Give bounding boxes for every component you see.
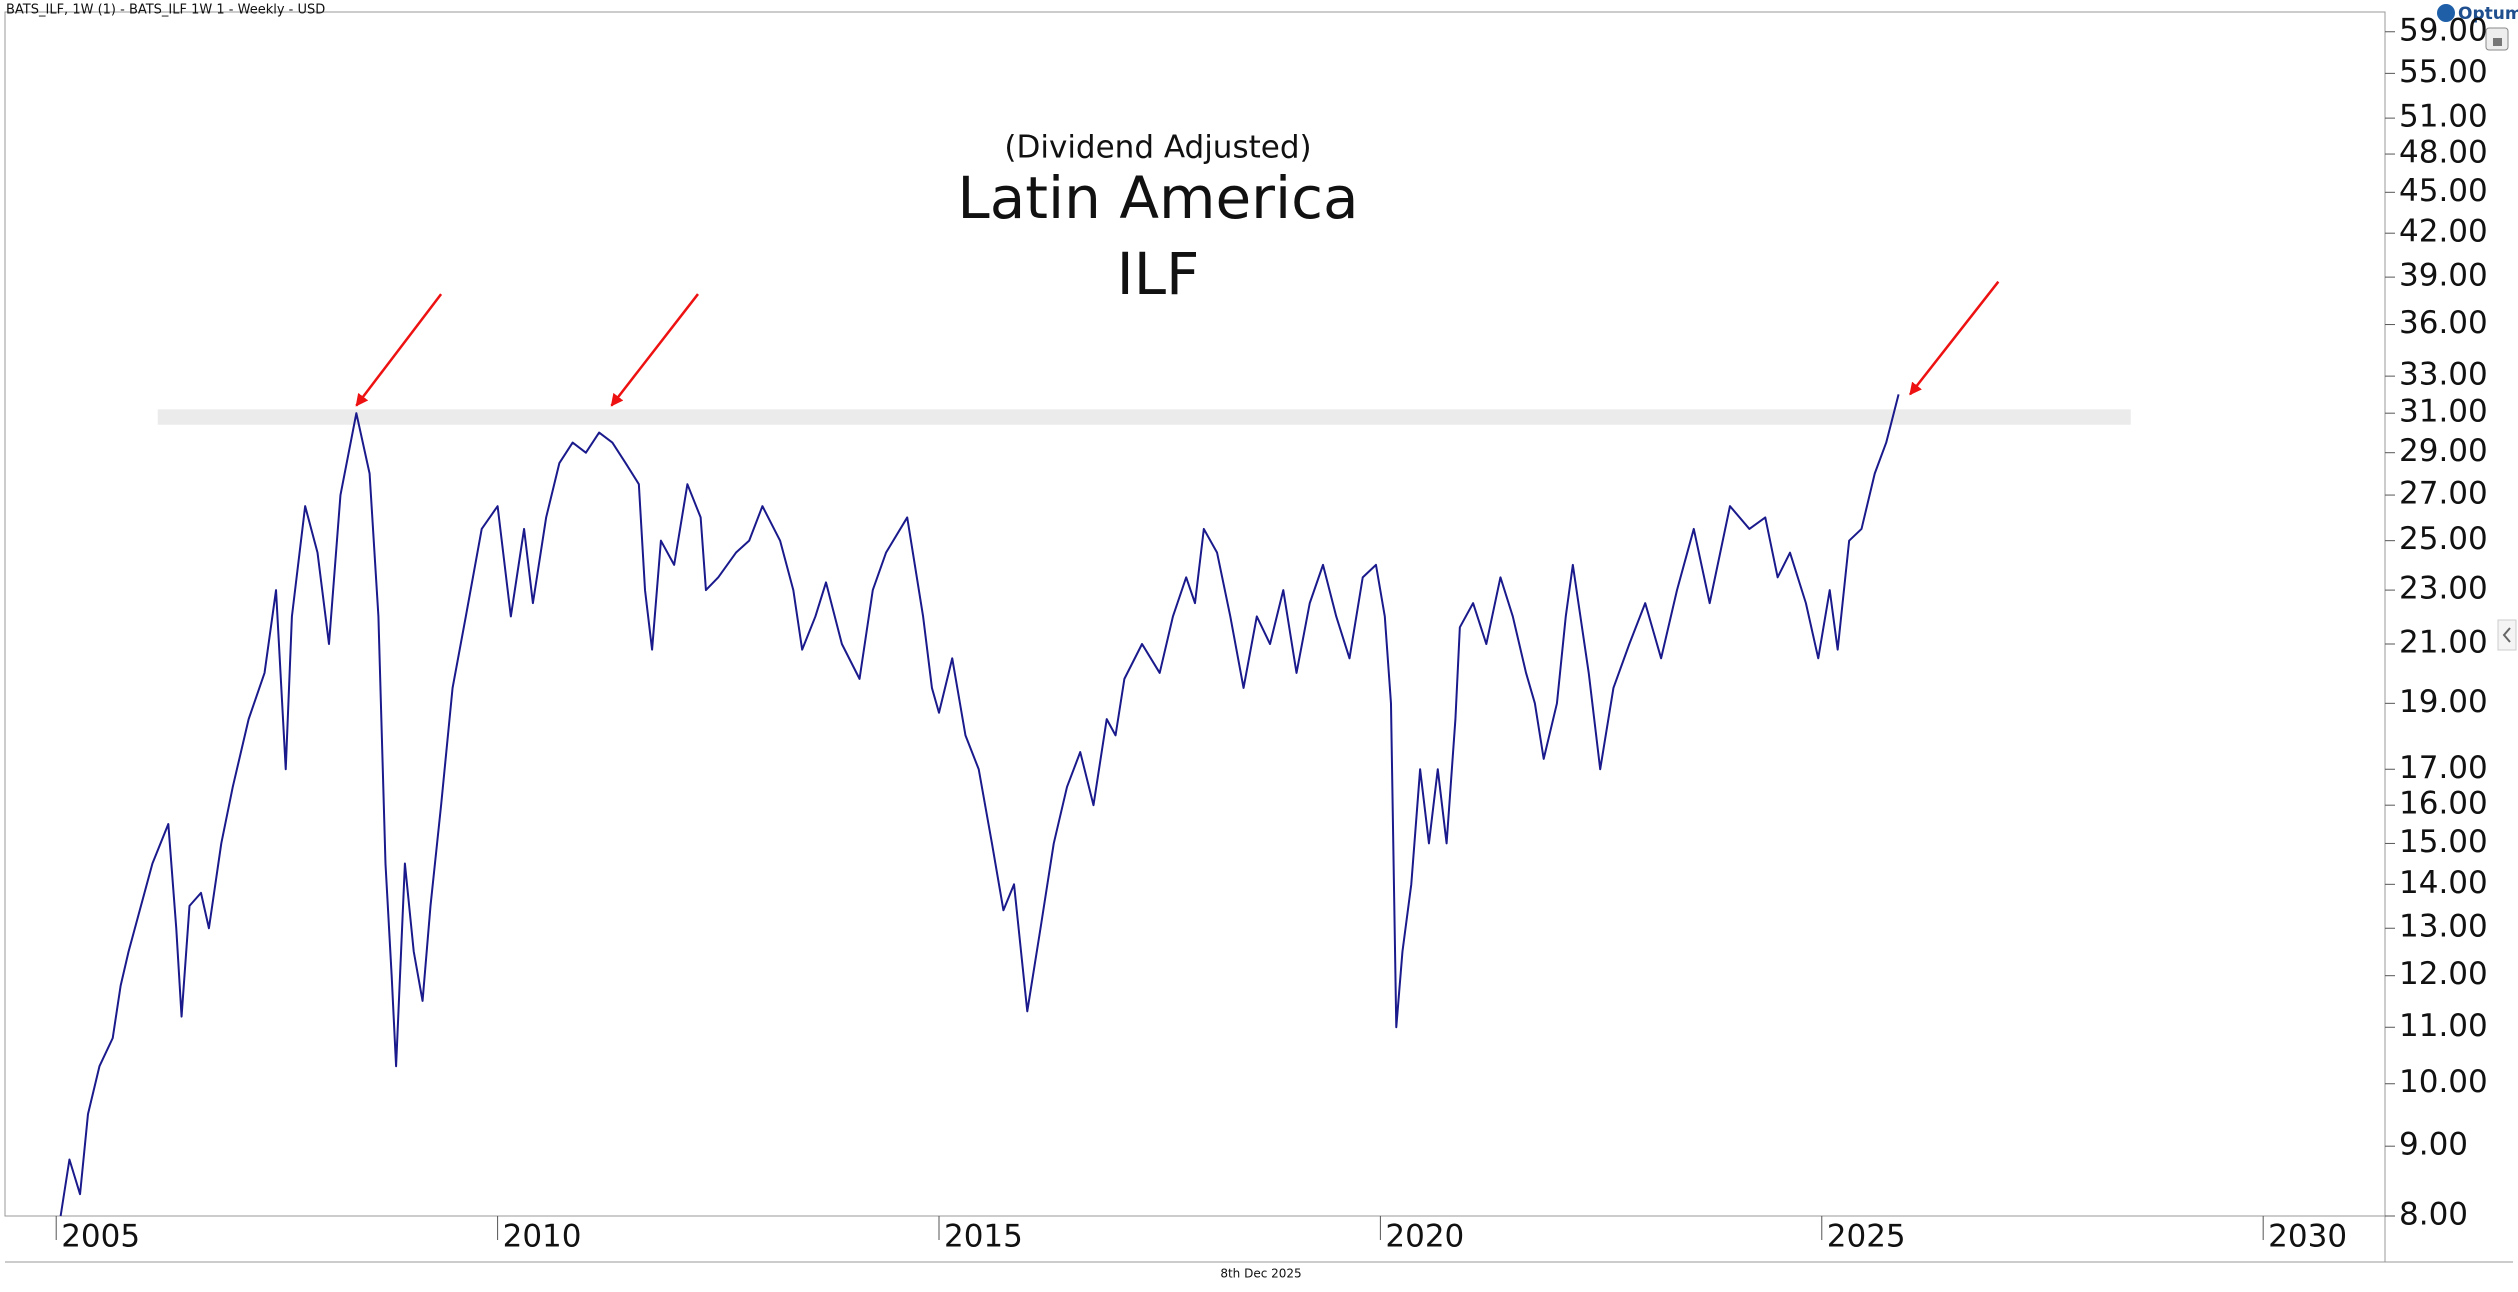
plot-underlay (157, 409, 2131, 425)
y-tick-label: 12.00 (2399, 956, 2488, 992)
y-tick-label: 17.00 (2399, 750, 2488, 786)
y-tick-label: 10.00 (2399, 1064, 2488, 1100)
x-tick-label: 2025 (1827, 1219, 1906, 1255)
y-tick-label: 16.00 (2399, 786, 2488, 822)
y-tick-label: 29.00 (2399, 433, 2488, 469)
annotation-arrow (355, 293, 443, 407)
annotation-arrow (610, 293, 699, 407)
resistance-band (157, 409, 2131, 425)
x-tick-label: 2005 (61, 1219, 140, 1255)
y-tick-label: 55.00 (2399, 54, 2488, 90)
y-tick-label: 23.00 (2399, 571, 2488, 607)
y-tick-label: 36.00 (2399, 305, 2488, 341)
x-tick-label: 2020 (1385, 1219, 1464, 1255)
y-tick-label: 14.00 (2399, 865, 2488, 901)
y-tick-label: 21.00 (2399, 625, 2488, 661)
y-tick-label: 59.00 (2399, 12, 2488, 48)
y-tick-label: 9.00 (2399, 1127, 2468, 1163)
y-tick-label: 48.00 (2399, 135, 2488, 171)
price-line (59, 394, 1900, 1217)
collapse-button[interactable] (2497, 619, 2517, 651)
footer-date: 8th Dec 2025 (1220, 1267, 1301, 1281)
y-tick-label: 25.00 (2399, 521, 2488, 557)
header: BATS_ILF, 1W (1) - BATS_ILF 1W 1 - Weekl… (6, 3, 325, 18)
subtitle: (Dividend Adjusted) (1004, 130, 1311, 166)
y-tick-label: 19.00 (2399, 684, 2488, 720)
y-tick-label: 33.00 (2399, 357, 2488, 393)
y-tick-label: 31.00 (2399, 394, 2488, 430)
annotation-arrow (1909, 280, 2000, 396)
chart-title: Latin America (957, 164, 1358, 232)
y-tick-label: 51.00 (2399, 99, 2488, 135)
symbol: ILF (1117, 240, 1200, 308)
x-tick-label: 2030 (2268, 1219, 2347, 1255)
y-tick-label: 15.00 (2399, 824, 2488, 860)
y-tick-label: 8.00 (2399, 1197, 2468, 1233)
y-tick-label: 27.00 (2399, 476, 2488, 512)
x-tick-label: 2010 (503, 1219, 582, 1255)
y-tick-label: 45.00 (2399, 173, 2488, 209)
y-tick-label: 42.00 (2399, 214, 2488, 250)
collapse-icon (2502, 627, 2511, 643)
brand: Optuma (2458, 4, 2518, 24)
lock-icon (2493, 38, 2502, 46)
brand-icon (2437, 4, 2455, 22)
y-tick-label: 13.00 (2399, 909, 2488, 945)
x-tick-label: 2015 (944, 1219, 1023, 1255)
y-tick-label: 39.00 (2399, 258, 2488, 294)
y-tick-label: 11.00 (2399, 1008, 2488, 1044)
